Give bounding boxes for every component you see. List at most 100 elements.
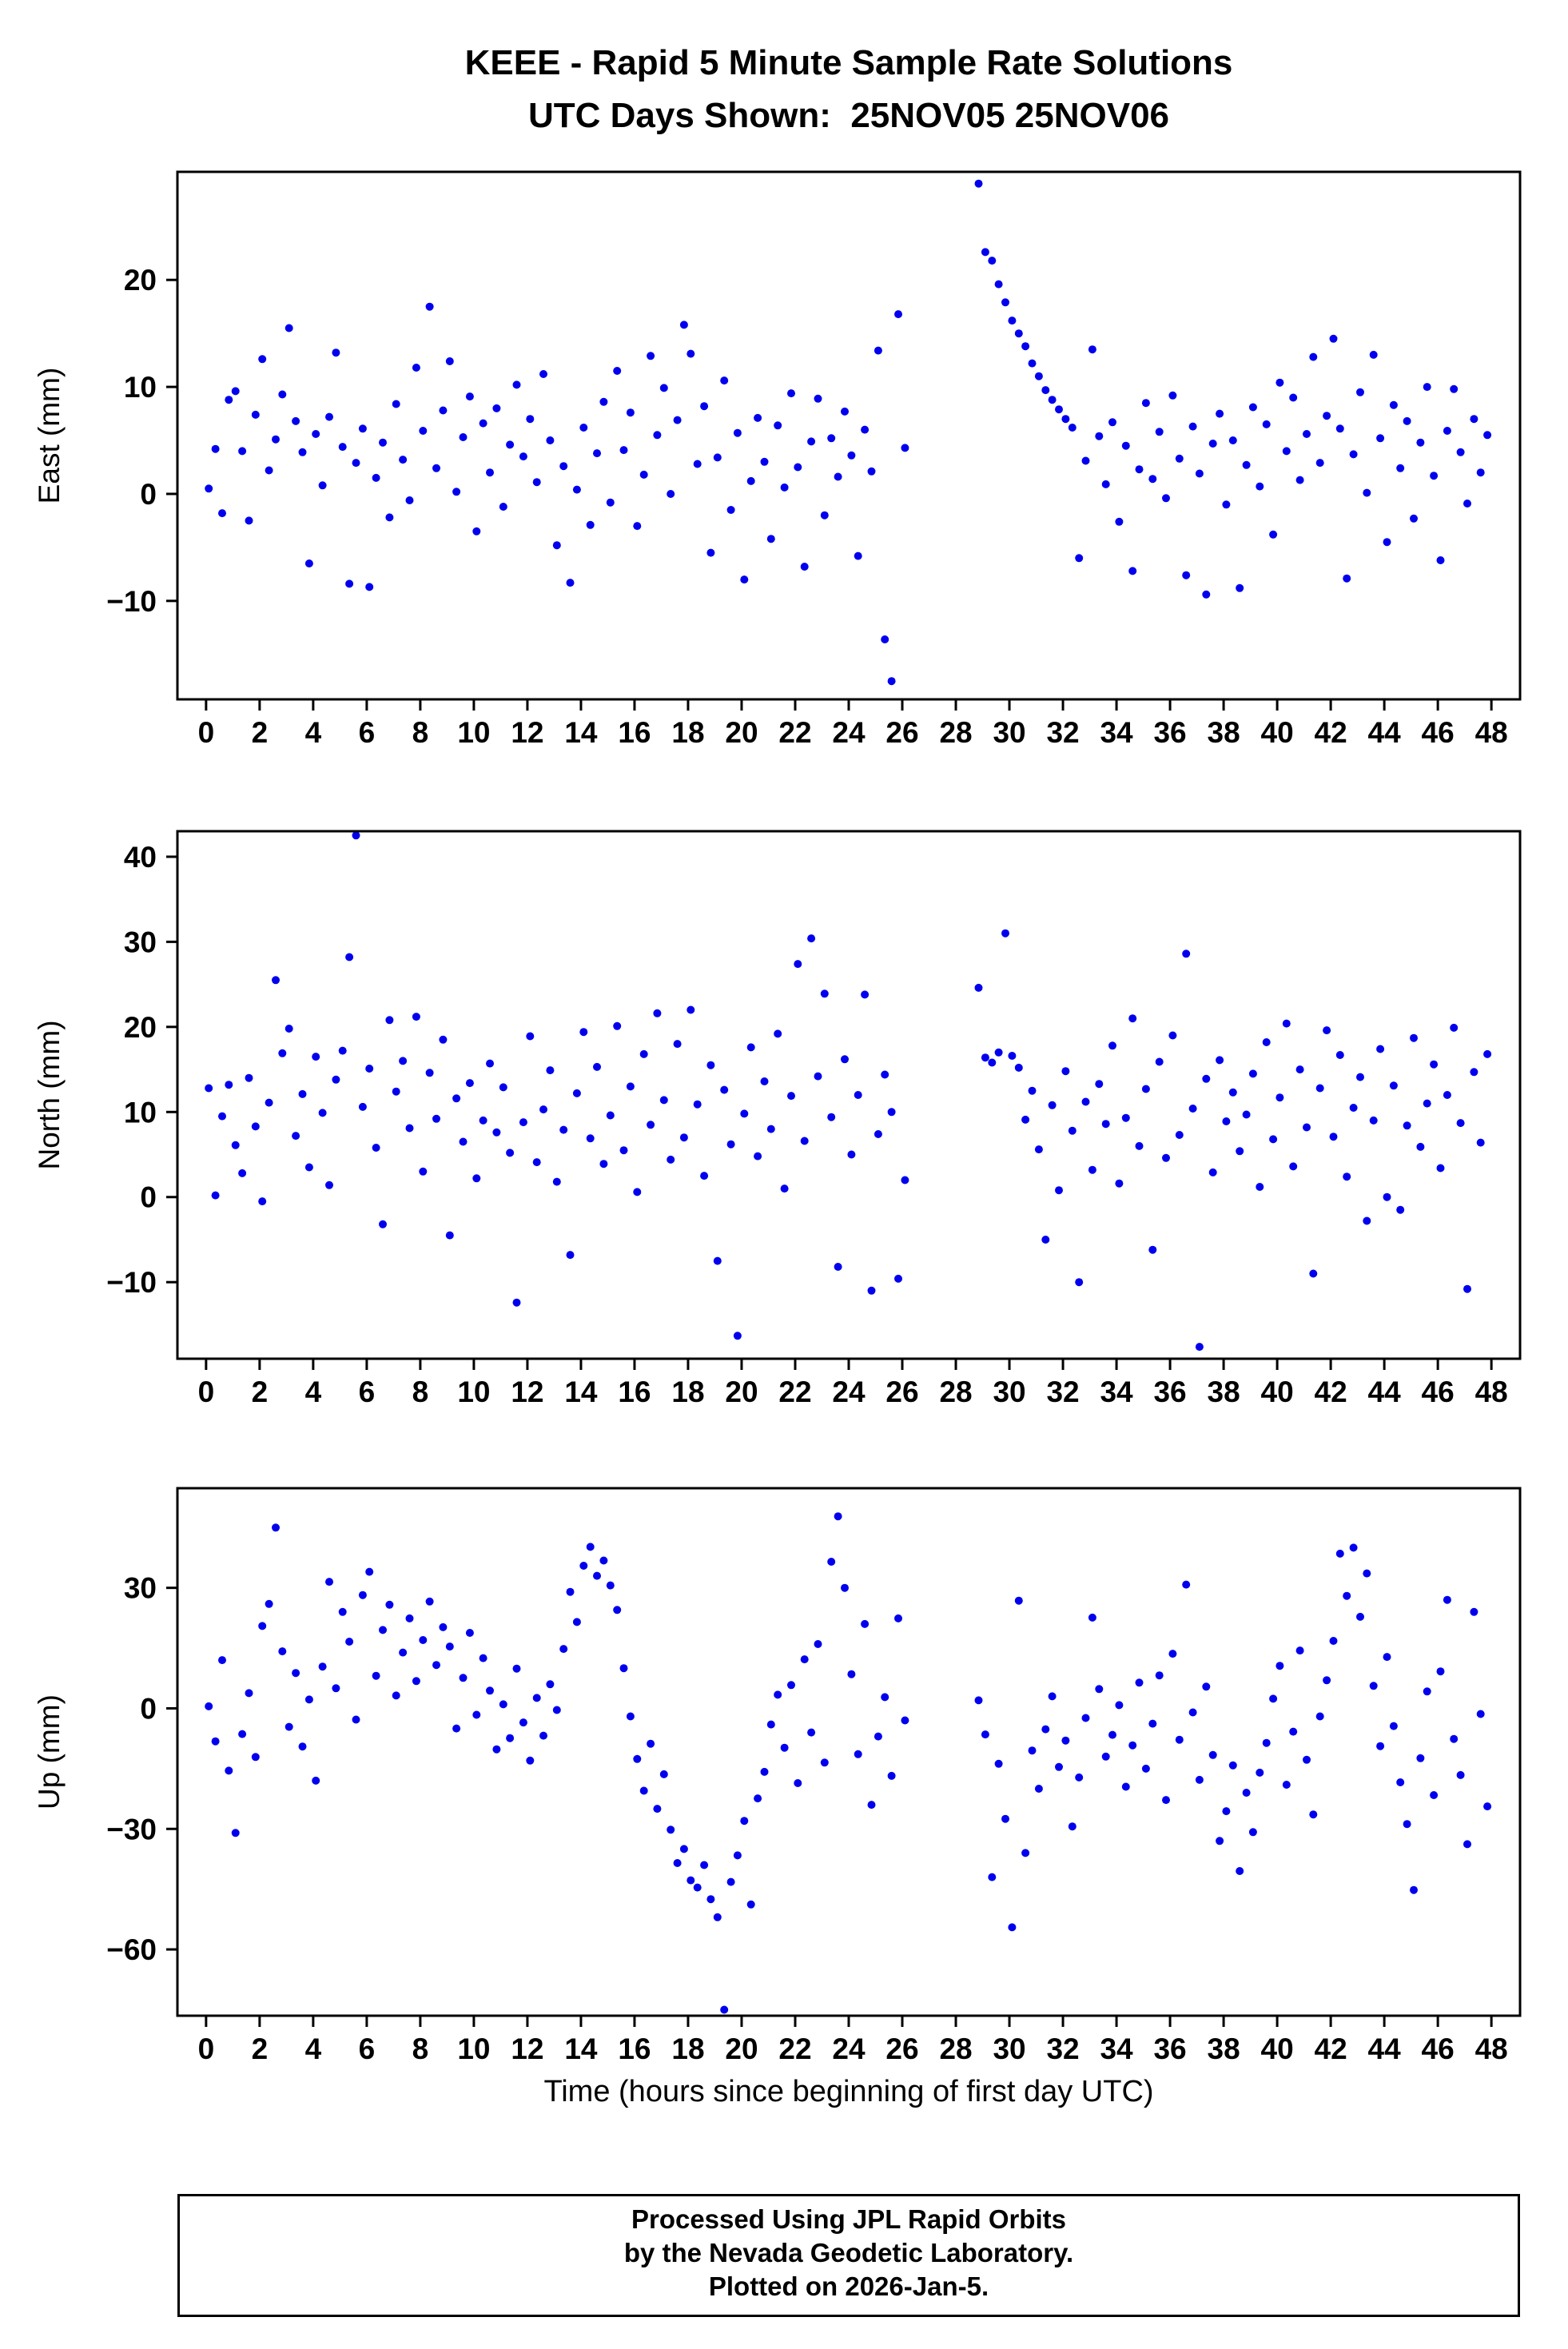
data-point: [1055, 405, 1063, 414]
x-tick-label: 34: [1100, 1376, 1133, 1408]
data-point: [419, 1636, 428, 1644]
data-point: [639, 470, 648, 479]
data-point: [1135, 465, 1144, 474]
data-point: [1282, 447, 1291, 456]
data-point: [1236, 583, 1244, 592]
data-point: [1356, 1612, 1364, 1621]
data-point: [713, 1913, 722, 1921]
data-point: [1423, 383, 1431, 392]
x-tick-label: 8: [412, 2032, 429, 2065]
data-point: [1389, 1081, 1398, 1090]
data-point: [304, 559, 313, 567]
data-point: [1343, 1591, 1351, 1600]
data-point: [1121, 1782, 1130, 1791]
data-point: [774, 1029, 782, 1038]
data-point: [486, 1059, 494, 1068]
scatter-points: [205, 831, 1492, 1352]
data-point: [225, 1766, 233, 1775]
data-point: [713, 1256, 722, 1265]
data-point: [312, 1053, 320, 1061]
data-point: [1028, 1086, 1037, 1095]
up-plot: 0 2 4 6 8 10 12 14 16 18 20 22 24 26 28 30 32 34 36 38 40 42 4…: [106, 1487, 1522, 2065]
data-point: [1323, 412, 1331, 420]
data-point: [1108, 1041, 1116, 1050]
data-point: [1202, 1074, 1211, 1083]
x-tick-label: 6: [359, 1376, 376, 1408]
data-point: [405, 1124, 414, 1133]
data-point: [599, 397, 608, 406]
data-point: [245, 516, 253, 525]
data-point: [1269, 530, 1278, 539]
data-point: [506, 1149, 515, 1157]
data-point: [974, 983, 983, 992]
data-point: [881, 635, 889, 643]
data-point: [445, 1642, 454, 1651]
data-point: [633, 1754, 642, 1763]
data-point: [272, 976, 280, 985]
data-point: [332, 348, 340, 357]
data-point: [251, 1753, 260, 1762]
x-tick-label: 12: [511, 1376, 543, 1408]
x-tick-label: 4: [305, 716, 322, 749]
data-point: [586, 1134, 595, 1143]
data-point: [292, 1132, 300, 1141]
data-point: [647, 1121, 655, 1129]
data-point: [794, 1779, 802, 1787]
data-point: [432, 1114, 440, 1123]
data-point: [1275, 378, 1284, 387]
data-point: [1115, 1701, 1124, 1710]
data-point: [205, 484, 213, 493]
x-tick-label: 0: [198, 2032, 215, 2065]
data-point: [807, 437, 816, 446]
data-point: [706, 548, 715, 557]
data-point: [1242, 1789, 1251, 1797]
data-point: [1383, 538, 1391, 547]
data-point: [760, 1767, 769, 1776]
data-point: [218, 1656, 226, 1665]
data-point: [1148, 1245, 1157, 1254]
x-tick-label: 26: [885, 2032, 918, 2065]
data-point: [1242, 460, 1251, 469]
data-point: [452, 488, 461, 496]
data-point: [292, 1669, 300, 1678]
data-point: [787, 389, 795, 398]
data-point: [1335, 1051, 1344, 1059]
data-point: [847, 1150, 856, 1159]
panel-frame: [176, 170, 1522, 701]
data-point: [1262, 1038, 1271, 1046]
data-point: [1248, 1069, 1257, 1078]
data-point: [700, 1172, 709, 1180]
data-point: [834, 472, 842, 481]
data-point: [1128, 1741, 1137, 1750]
x-tick-label: 40: [1261, 1376, 1294, 1408]
data-point: [820, 511, 829, 520]
data-point: [1048, 1692, 1057, 1701]
data-point: [593, 1062, 601, 1071]
data-point: [372, 473, 380, 482]
data-point: [780, 1743, 789, 1752]
data-point: [1456, 448, 1465, 456]
y-tick-label: −60: [106, 1933, 157, 1966]
data-point: [1436, 1667, 1445, 1676]
data-point: [1162, 494, 1170, 503]
data-point: [586, 520, 595, 529]
data-point: [532, 1694, 541, 1702]
figure-title-line2: UTC Days Shown: 25NOV05 25NOV06: [527, 96, 1170, 135]
x-tick-label: 8: [412, 716, 429, 749]
data-point: [1423, 1687, 1431, 1696]
x-tick-label: 26: [885, 716, 918, 749]
data-point: [1034, 372, 1043, 380]
data-point: [338, 443, 347, 452]
data-point: [205, 1702, 213, 1710]
data-point: [887, 1108, 896, 1117]
y-tick-label: 10: [124, 1096, 157, 1129]
data-point: [647, 1739, 655, 1748]
data-point: [1403, 416, 1411, 425]
x-tick-label: 14: [564, 1376, 598, 1408]
data-point: [1450, 384, 1459, 393]
data-point: [1236, 1867, 1244, 1875]
data-point: [861, 1619, 870, 1628]
data-point: [265, 1098, 273, 1107]
data-point: [1295, 1646, 1304, 1655]
data-point: [231, 1141, 240, 1149]
